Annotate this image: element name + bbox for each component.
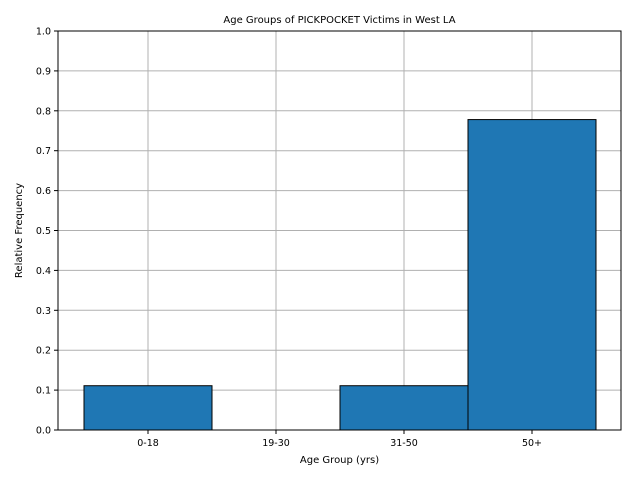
- x-tick-label: 31-50: [390, 438, 418, 449]
- x-axis: 0-18 19-30 31-50 50+: [137, 430, 542, 449]
- y-tick-label: 1.0: [36, 27, 51, 38]
- y-tick-label: 0.6: [36, 186, 51, 197]
- x-tick-label: 19-30: [262, 438, 290, 449]
- y-tick-label: 0.7: [36, 146, 51, 157]
- x-tick-label: 50+: [522, 438, 542, 449]
- x-tick-label: 0-18: [137, 438, 159, 449]
- y-axis-label: Relative Frequency: [14, 183, 25, 278]
- bar-50+: [467, 119, 597, 431]
- y-tick-label: 0.2: [36, 346, 51, 357]
- y-tick-label: 0.9: [36, 66, 51, 77]
- y-tick-label: 0.8: [36, 106, 51, 117]
- y-tick-label: 0.3: [36, 306, 51, 317]
- bar-0-18: [83, 385, 213, 431]
- bars: [83, 119, 597, 431]
- y-tick-label: 0.5: [36, 226, 51, 237]
- y-tick-label: 0.4: [36, 266, 51, 277]
- bar-31-50: [339, 385, 469, 431]
- y-tick-label: 0.0: [36, 426, 51, 437]
- y-tick-label: 0.1: [36, 386, 51, 397]
- chart-title: Age Groups of PICKPOCKET Victims in West…: [223, 15, 455, 26]
- y-axis: 0.0 0.1 0.2 0.3 0.4 0.5 0.6 0.7 0.8 0.9 1.0: [36, 27, 58, 437]
- x-axis-label: Age Group (yrs): [300, 455, 379, 466]
